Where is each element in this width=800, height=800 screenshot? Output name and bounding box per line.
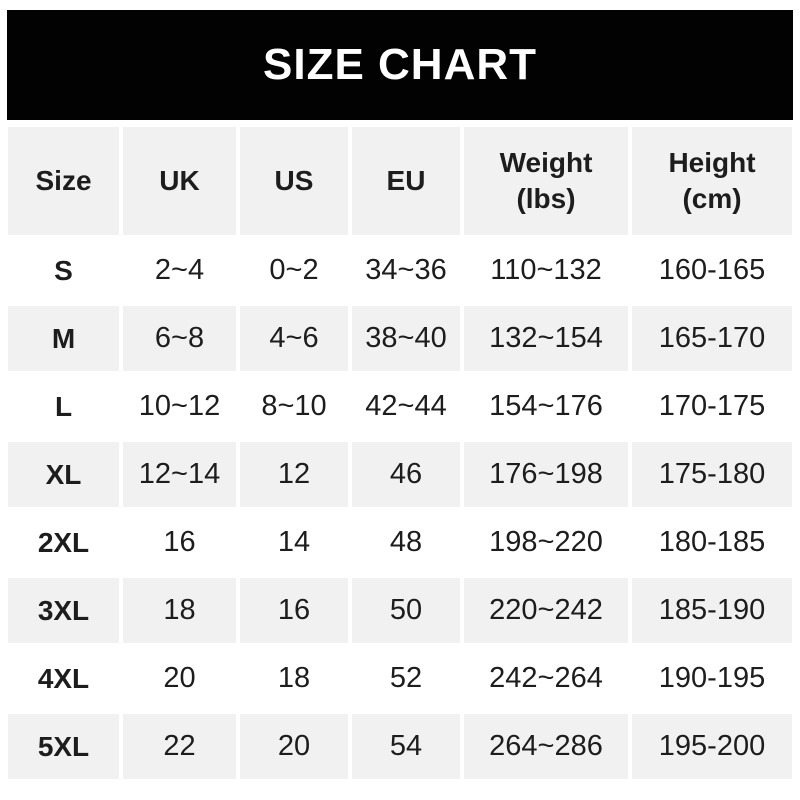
- table-row: XL 12~14 12 46 176~198 175-180: [8, 442, 792, 507]
- table-cell: 180-185: [632, 510, 792, 575]
- table-cell: 34~36: [352, 238, 460, 303]
- table-cell: 8~10: [240, 374, 348, 439]
- table-cell: 16: [123, 510, 236, 575]
- header-row: Size UK US EU Weight (lbs) Height (cm): [8, 127, 792, 235]
- table-cell: 18: [123, 578, 236, 643]
- column-header-size: Size: [8, 127, 119, 235]
- table-row: 5XL 22 20 54 264~286 195-200: [8, 714, 792, 779]
- table-cell: 20: [240, 714, 348, 779]
- table-cell: 42~44: [352, 374, 460, 439]
- table-cell: 12: [240, 442, 348, 507]
- table-cell: 16: [240, 578, 348, 643]
- table-cell: 18: [240, 646, 348, 711]
- table-cell: 20: [123, 646, 236, 711]
- table-row: 3XL 18 16 50 220~242 185-190: [8, 578, 792, 643]
- column-header-uk: UK: [123, 127, 236, 235]
- column-header-eu: EU: [352, 127, 460, 235]
- table-cell: 50: [352, 578, 460, 643]
- table-row: M 6~8 4~6 38~40 132~154 165-170: [8, 306, 792, 371]
- table-cell: 12~14: [123, 442, 236, 507]
- table-cell: 0~2: [240, 238, 348, 303]
- table-cell: 198~220: [464, 510, 628, 575]
- table-cell: 14: [240, 510, 348, 575]
- table-cell: 170-175: [632, 374, 792, 439]
- size-cell: 2XL: [8, 510, 119, 575]
- banner-title: SIZE CHART: [263, 40, 537, 89]
- table-row: L 10~12 8~10 42~44 154~176 170-175: [8, 374, 792, 439]
- size-cell: XL: [8, 442, 119, 507]
- table-cell: 4~6: [240, 306, 348, 371]
- table-cell: 52: [352, 646, 460, 711]
- table-cell: 6~8: [123, 306, 236, 371]
- table-cell: 242~264: [464, 646, 628, 711]
- table-cell: 220~242: [464, 578, 628, 643]
- table-cell: 48: [352, 510, 460, 575]
- table-cell: 195-200: [632, 714, 792, 779]
- table-cell: 46: [352, 442, 460, 507]
- size-cell: 4XL: [8, 646, 119, 711]
- size-cell: L: [8, 374, 119, 439]
- table-cell: 190-195: [632, 646, 792, 711]
- table-cell: 22: [123, 714, 236, 779]
- column-header-weight: Weight (lbs): [464, 127, 628, 235]
- size-table: Size UK US EU Weight (lbs) Height (cm) S…: [4, 124, 796, 782]
- size-cell: 5XL: [8, 714, 119, 779]
- table-cell: 10~12: [123, 374, 236, 439]
- table-row: 4XL 20 18 52 242~264 190-195: [8, 646, 792, 711]
- table-cell: 110~132: [464, 238, 628, 303]
- size-cell: M: [8, 306, 119, 371]
- table-cell: 54: [352, 714, 460, 779]
- table-cell: 154~176: [464, 374, 628, 439]
- table-cell: 165-170: [632, 306, 792, 371]
- size-cell: 3XL: [8, 578, 119, 643]
- table-cell: 160-165: [632, 238, 792, 303]
- column-header-height: Height (cm): [632, 127, 792, 235]
- size-cell: S: [8, 238, 119, 303]
- table-row: S 2~4 0~2 34~36 110~132 160-165: [8, 238, 792, 303]
- table-cell: 2~4: [123, 238, 236, 303]
- table-cell: 38~40: [352, 306, 460, 371]
- table-cell: 264~286: [464, 714, 628, 779]
- table-cell: 176~198: [464, 442, 628, 507]
- table-cell: 175-180: [632, 442, 792, 507]
- column-header-us: US: [240, 127, 348, 235]
- table-cell: 132~154: [464, 306, 628, 371]
- table-cell: 185-190: [632, 578, 792, 643]
- table-row: 2XL 16 14 48 198~220 180-185: [8, 510, 792, 575]
- banner: SIZE CHART: [7, 10, 793, 120]
